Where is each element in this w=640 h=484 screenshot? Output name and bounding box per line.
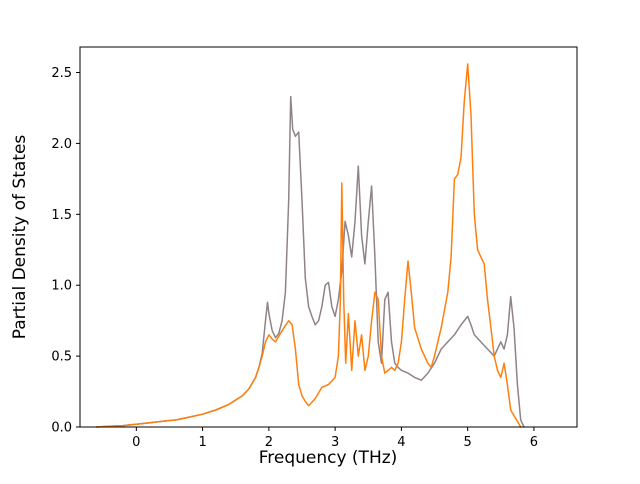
plot-border (79, 46, 578, 428)
series-line-pdos-gray (95, 95, 525, 428)
y-tick-label: 2.5 (51, 66, 72, 81)
x-tick-label: 0 (132, 435, 140, 450)
x-tick-label: 3 (331, 435, 339, 450)
y-tick-label: 1.5 (51, 208, 72, 223)
y-tick-label: 1.0 (51, 279, 72, 294)
y-tick-label: 0.5 (51, 350, 72, 365)
axes-layer: 0 1 2 3 4 5 6 0.0 0.5 1.0 1.5 2.0 2.5 (51, 46, 578, 450)
x-tick-label: 5 (464, 435, 472, 450)
x-tick-label: 1 (198, 435, 206, 450)
series-layer (95, 63, 525, 428)
x-axis-label: Frequency (THz) (259, 448, 398, 468)
x-tick-label: 2 (265, 435, 273, 450)
y-tick-label: 2.0 (51, 137, 72, 152)
x-tick-label: 6 (530, 435, 538, 450)
y-axis-label: Partial Density of States (10, 135, 30, 340)
series-line-pdos-orange (95, 63, 522, 428)
y-tick-label: 0.0 (51, 421, 72, 436)
x-tick-label: 4 (397, 435, 405, 450)
